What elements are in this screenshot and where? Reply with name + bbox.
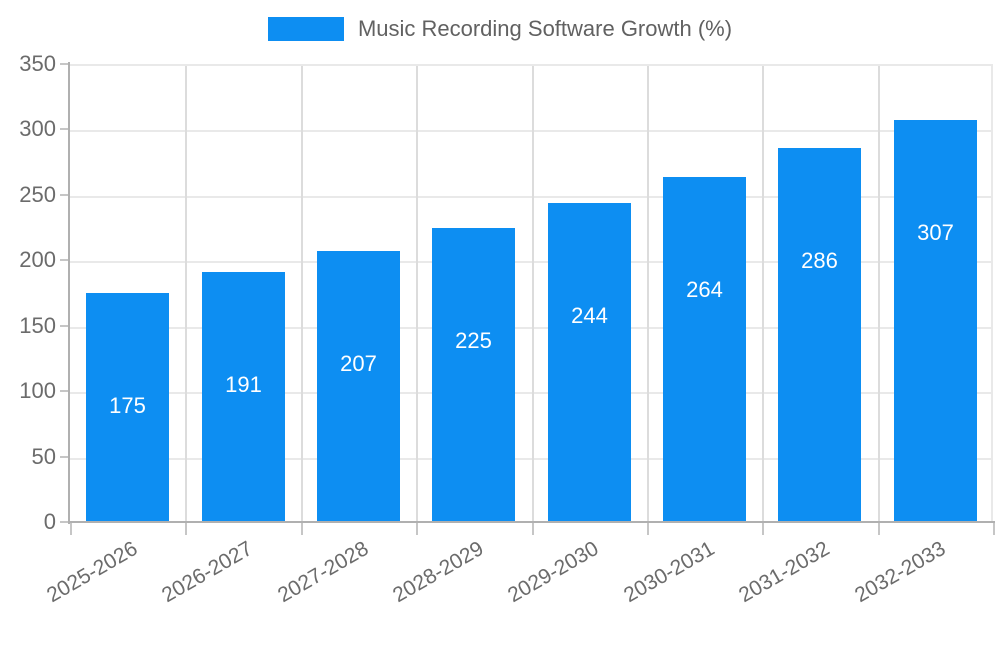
bar-value-label: 264 [686,277,723,302]
x-tick-mark [70,523,72,535]
bar[interactable] [432,228,515,522]
gridline-vertical [301,66,303,522]
y-tick-mark [60,128,68,131]
gridline-vertical [416,66,418,522]
plot-inner: 175 191 207 225 244 264 286 307 [70,66,991,522]
bar[interactable] [202,272,285,522]
bar[interactable] [86,293,169,522]
y-tick-label: 250 [19,181,56,207]
gridline-vertical [878,66,880,522]
gridline-horizontal [70,130,991,133]
y-tick-label: 100 [19,378,56,404]
x-tick-mark [993,523,995,535]
bar-chart: Music Recording Software Growth (%) 0 50 1… [0,0,1000,607]
gridline-horizontal [70,326,991,329]
bar[interactable] [548,203,631,522]
bar-value-label: 244 [571,303,608,328]
gridline-horizontal [70,195,991,198]
x-tick-mark [301,523,303,535]
legend-color-swatch[interactable] [267,17,344,41]
y-axis: 0 50 100 150 200 250 300 350 [0,0,68,600]
x-tick-mark [878,523,880,535]
y-tick-label: 50 [31,443,56,469]
y-tick-label: 0 [43,509,56,534]
bar-value-label: 191 [225,372,262,397]
chart-legend: Music Recording Software Growth (%) [0,14,1000,44]
bar-value-label: 307 [917,220,954,245]
y-tick-mark [60,521,68,523]
bar-value-label: 207 [340,351,377,376]
y-tick-label: 300 [19,116,56,142]
bar[interactable] [778,148,861,522]
y-tick-mark [60,390,68,393]
y-tick-mark [60,259,68,262]
gridline-vertical [532,66,534,522]
gridline-vertical [185,66,187,522]
gridline-vertical [762,66,764,522]
bar[interactable] [894,120,977,522]
x-tick-mark [647,523,649,535]
legend-label: Music Recording Software Growth (%) [357,16,733,41]
y-tick-label: 150 [19,312,56,338]
gridline-horizontal [70,457,991,460]
x-tick-mark [762,523,764,535]
y-tick-label: 350 [19,51,56,76]
x-tick-mark [532,523,534,535]
gridline-horizontal [70,261,991,264]
y-axis-line [68,62,70,524]
x-tick-mark [185,523,187,535]
plot-area: 175 191 207 225 244 264 286 307 [70,64,993,522]
bar-value-label: 175 [109,393,146,418]
bar[interactable] [317,251,400,522]
bar[interactable] [663,177,746,522]
x-tick-mark [416,523,418,535]
x-axis-line [68,521,995,523]
gridline-horizontal [70,523,991,525]
y-tick-mark [60,63,68,65]
y-tick-mark [60,455,68,458]
y-tick-label: 200 [19,247,56,273]
y-tick-mark [60,193,68,196]
gridline-horizontal [70,392,991,395]
bar-value-label: 225 [455,328,492,353]
gridline-vertical [647,66,649,522]
bar-value-label: 286 [801,248,838,273]
y-tick-mark [60,324,68,327]
